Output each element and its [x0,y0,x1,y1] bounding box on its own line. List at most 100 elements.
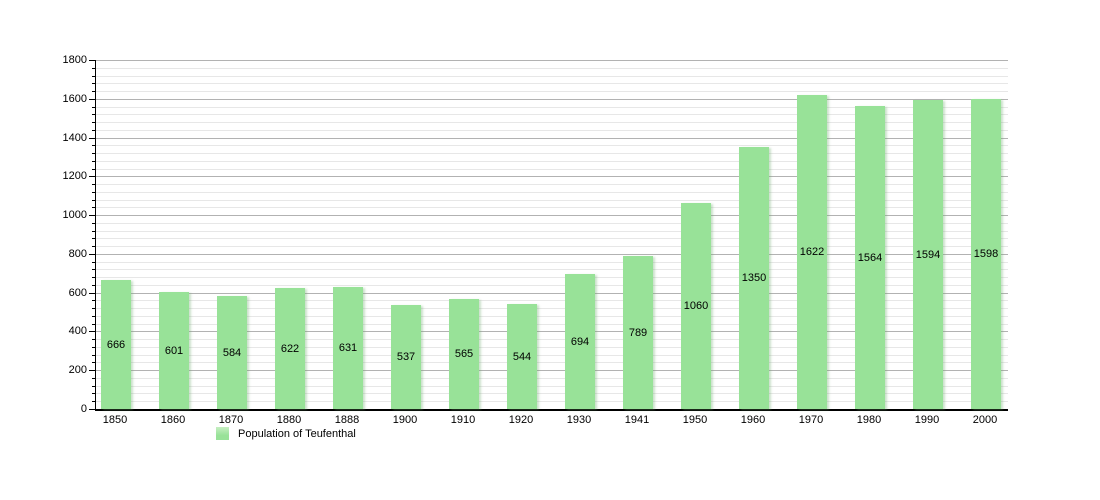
y-tick-1520 [92,114,95,116]
minor-gridline-1520 [96,114,1008,116]
y-tick-1600 [89,98,95,100]
y-tick-200 [89,370,95,372]
y-axis-label-1800: 1800 [62,54,87,66]
y-axis-label-1200: 1200 [62,170,87,183]
minor-gridline-1760 [96,67,1008,69]
y-tick-920 [92,230,95,232]
bar-1900: 537 [391,305,421,409]
legend-label: Population of Teufenthal [238,427,356,440]
y-tick-1400 [89,137,95,139]
major-gridline-400 [96,331,1008,333]
minor-gridline-1640 [96,91,1008,93]
minor-gridline-40 [96,401,1008,403]
minor-gridline-280 [96,354,1008,356]
y-tick-480 [92,315,95,317]
y-tick-840 [92,246,95,248]
minor-gridline-760 [96,261,1008,263]
minor-gridline-640 [96,284,1008,286]
minor-gridline-920 [96,230,1008,232]
bar-value-1960: 1350 [741,272,767,284]
x-axis-label-1870: 1870 [218,414,244,426]
bar-value-1990: 1594 [915,248,941,261]
minor-gridline-1440 [96,129,1008,131]
y-axis-label-800: 800 [68,247,87,260]
y-tick-680 [92,277,95,279]
minor-gridline-720 [96,269,1008,271]
major-gridline-600 [96,292,1008,294]
x-axis-label-1950: 1950 [682,414,708,426]
minor-gridline-1560 [96,106,1008,108]
minor-gridline-1120 [96,191,1008,193]
bar-1970: 1622 [797,95,827,409]
y-tick-360 [92,339,95,341]
y-tick-1240 [92,168,95,170]
y-tick-1480 [92,122,95,124]
minor-gridline-1480 [96,122,1008,124]
bar-1888: 631 [333,287,363,409]
bar-1880: 622 [275,288,305,409]
bar-value-1860: 601 [164,344,184,357]
y-axis-label-400: 400 [68,325,87,338]
y-tick-80 [92,393,95,395]
bar-1990: 1594 [913,100,943,409]
y-tick-1680 [92,83,95,85]
y-tick-1760 [92,67,95,69]
y-tick-240 [92,362,95,364]
y-tick-0 [89,409,95,410]
bar-1930: 694 [565,274,595,409]
minor-gridline-1240 [96,168,1008,170]
major-gridline-1000 [96,215,1008,217]
bar-value-1880: 622 [280,342,300,355]
minor-gridline-840 [96,246,1008,248]
x-axis-label-1910: 1910 [450,414,476,426]
bar-1860: 601 [159,292,189,409]
x-axis-label-1980: 1980 [856,414,882,426]
y-tick-1320 [92,153,95,155]
bar-1950: 1060 [681,203,711,409]
bar-1941: 789 [623,256,653,409]
bar-value-1941: 789 [628,326,648,339]
y-tick-1200 [89,176,95,178]
plot-area: 666 601 584 622 631 537 565 544 694 789 1060 1350 16… [95,60,1008,411]
x-axis-label-1888: 1888 [334,414,360,426]
x-axis-label-1880: 1880 [276,414,302,426]
bar-2000: 1598 [971,99,1001,409]
y-tick-760 [92,261,95,263]
minor-gridline-1720 [96,75,1008,77]
bar-1920: 544 [507,304,537,409]
y-tick-40 [92,401,95,403]
minor-gridline-880 [96,238,1008,240]
minor-gridline-1680 [96,83,1008,85]
y-axis-label-0: 0 [80,403,87,415]
major-gridline-800 [96,253,1008,255]
x-axis-label-1930: 1930 [566,414,592,426]
minor-gridline-160 [96,377,1008,379]
y-axis-label-1000: 1000 [62,209,87,222]
x-axis-label-2000: 2000 [972,414,998,426]
minor-gridline-960 [96,222,1008,224]
minor-gridline-1040 [96,207,1008,209]
x-axis-label-1990: 1990 [914,414,940,426]
y-tick-800 [89,253,95,255]
bar-value-1950: 1060 [683,300,709,312]
bar-value-1850: 666 [106,338,126,351]
y-tick-1120 [92,191,95,193]
x-axis-label-1960: 1960 [740,414,766,426]
minor-gridline-680 [96,277,1008,279]
minor-gridline-1320 [96,153,1008,155]
minor-gridline-1160 [96,184,1008,186]
minor-gridline-320 [96,346,1008,348]
major-gridline-1800 [96,60,1008,61]
y-tick-400 [89,331,95,333]
y-tick-1720 [92,75,95,77]
y-axis-label-1600: 1600 [62,92,87,105]
bar-1980: 1564 [855,106,885,409]
y-tick-440 [92,323,95,325]
x-axis-label-1920: 1920 [508,414,534,426]
minor-gridline-1280 [96,160,1008,162]
y-tick-280 [92,354,95,356]
minor-gridline-1080 [96,199,1008,201]
y-axis-label-600: 600 [68,286,87,299]
y-tick-1440 [92,129,95,131]
legend: Population of Teufenthal [216,427,356,440]
